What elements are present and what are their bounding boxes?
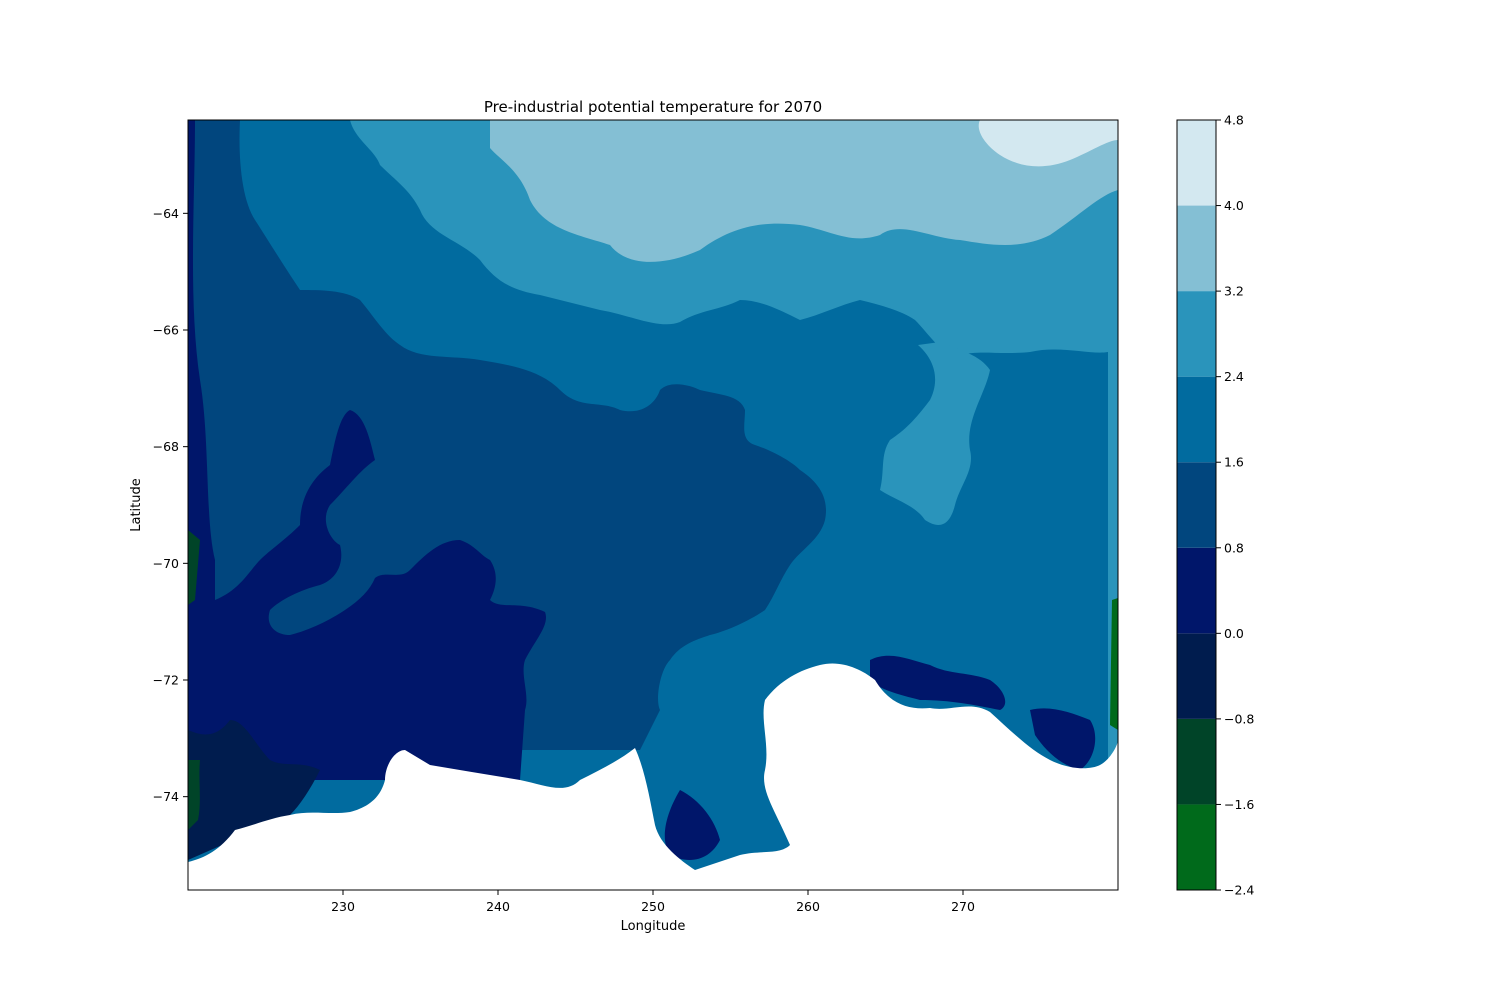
y-tick-label: −66 <box>153 323 179 338</box>
colorbar-segment <box>1177 633 1216 719</box>
x-axis-label: Longitude <box>621 919 686 934</box>
y-axis-label: Latitude <box>129 478 144 532</box>
colorbar-tick-label: 0.8 <box>1224 540 1244 555</box>
contour-band-minus1.6-minus0.8 <box>188 530 200 830</box>
x-tick-label: 270 <box>951 899 975 914</box>
y-tick-label: −74 <box>153 789 179 804</box>
colorbar-tick-label: 0.0 <box>1224 626 1244 641</box>
contour-band-0.8-1.6 <box>188 120 826 750</box>
land-mask <box>188 663 1118 890</box>
colorbar-tick-label: 4.8 <box>1224 113 1244 128</box>
y-tick-label: −64 <box>153 206 179 221</box>
colorbar-segment <box>1177 120 1216 206</box>
colorbar-segment <box>1177 547 1216 634</box>
colorbar-tick-label: −2.4 <box>1224 883 1254 898</box>
colorbar-tick-label: −1.6 <box>1224 797 1254 812</box>
contour-band-0.0-0.8-east <box>664 655 1096 860</box>
colorbar-frame <box>1176 119 1217 891</box>
colorbar-tick-label: −0.8 <box>1224 711 1254 726</box>
colorbar-segment <box>1177 376 1216 463</box>
contour-band-minus0.8-0.0 <box>188 720 320 860</box>
y-tick-label: −68 <box>153 439 179 454</box>
x-tick-label: 230 <box>331 899 355 914</box>
x-axis-ticks: 230 240 250 260 270 <box>331 890 975 914</box>
colorbar-tick-label: 4.0 <box>1224 198 1244 213</box>
colorbar-segment <box>1177 718 1216 805</box>
colorbar-segment <box>1177 804 1216 890</box>
colorbar-segment <box>1177 291 1216 377</box>
colorbar: −2.4 −1.6 −0.8 0.0 0.8 1.6 2.4 3.2 4.0 4.8 <box>1176 113 1254 898</box>
x-tick-label: 240 <box>486 899 510 914</box>
colorbar-tick-label: 2.4 <box>1224 369 1244 384</box>
chart-title: Pre-industrial potential temperature for… <box>484 98 822 116</box>
y-tick-label: −72 <box>153 673 179 688</box>
contour-band-2.4-3.2-tongue <box>880 342 990 525</box>
colorbar-segment <box>1177 462 1216 548</box>
contour-band-minus2.4-minus1.6 <box>1110 598 1118 730</box>
x-tick-label: 250 <box>641 899 665 914</box>
colorbar-segment <box>1177 205 1216 292</box>
y-tick-label: −70 <box>153 556 179 571</box>
x-tick-label: 260 <box>796 899 820 914</box>
colorbar-tick-label: 1.6 <box>1224 455 1244 470</box>
colorbar-tick-label: 3.2 <box>1224 284 1244 299</box>
y-axis-ticks: −64 −66 −68 −70 −72 −74 <box>153 206 188 804</box>
contour-band-0.0-0.8 <box>188 120 546 780</box>
plot-area <box>188 120 1118 890</box>
